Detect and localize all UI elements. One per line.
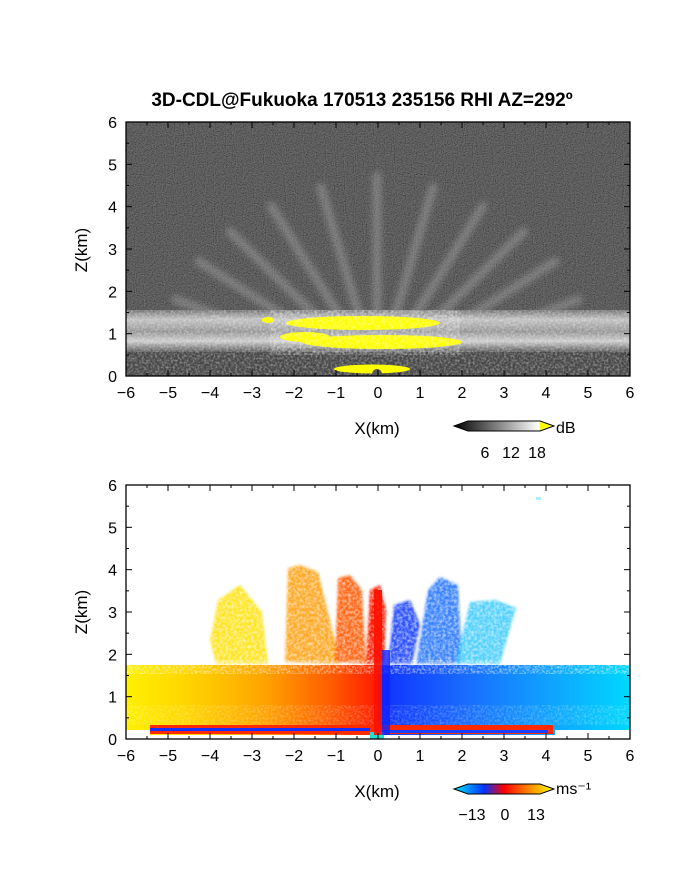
saturated-region (262, 310, 462, 374)
intensity-y-tick-label: 2 (108, 284, 117, 301)
velocity-x-tick-label: −2 (285, 748, 303, 765)
velocity-x-tick-label: −6 (117, 748, 135, 765)
intensity-x-tick-label: 3 (500, 385, 509, 402)
intensity-y-tick-label: 4 (108, 200, 117, 217)
velocity-y-tick-label: 2 (108, 647, 117, 664)
velocity-y-tick-label: 6 (108, 478, 117, 495)
intensity-x-tick-label: −4 (201, 385, 219, 402)
velocity-y-tick-label: 3 (108, 605, 117, 622)
velocity-x-tick-label: 1 (416, 748, 425, 765)
intensity-y-axis-label: Z(km) (72, 228, 91, 272)
velocity-y-tick-label: 5 (108, 520, 117, 537)
intensity-axes: −6 −5 −4 −3 −2 −1 0 1 2 3 4 5 6 0 1 2 3 4 5 6 (108, 115, 634, 402)
velocity-x-tick-label: 5 (584, 748, 593, 765)
intensity-colorbar-tick-6: 6 (481, 445, 490, 462)
velocity-colorbar: ms⁻¹ −13 0 13 (452, 781, 591, 824)
velocity-y-tick-label: 4 (108, 563, 117, 580)
intensity-x-tick-label: −2 (285, 385, 303, 402)
velocity-axes: −6 −5 −4 −3 −2 −1 0 1 2 3 4 5 6 0 1 2 3 4 5 6 (108, 478, 634, 765)
velocity-colorbar-unit: ms⁻¹ (556, 781, 591, 798)
intensity-x-tick-label: 2 (458, 385, 467, 402)
intensity-colorbar-tick-12: 12 (502, 445, 520, 462)
figure-title: 3D-CDL@Fukuoka 170513 235156 RHI AZ=292º (151, 90, 572, 111)
velocity-y-axis-label: Z(km) (72, 590, 91, 634)
velocity-y-tick-label: 0 (108, 732, 117, 749)
intensity-x-tick-label: 6 (626, 385, 635, 402)
intensity-x-tick-label: −6 (117, 385, 135, 402)
intensity-x-tick-label: −5 (159, 385, 177, 402)
intensity-y-tick-label: 1 (108, 327, 117, 344)
intensity-colorbar-unit: dB (556, 420, 576, 437)
velocity-x-tick-label: −1 (327, 748, 345, 765)
intensity-heatmap (126, 122, 630, 376)
velocity-x-tick-label: 6 (626, 748, 635, 765)
intensity-y-tick-label: 0 (108, 369, 117, 386)
intensity-y-tick-label: 3 (108, 242, 117, 259)
velocity-x-tick-label: −3 (243, 748, 261, 765)
velocity-colorbar-tick-13: 13 (527, 807, 545, 824)
velocity-heatmap (126, 485, 630, 739)
intensity-y-tick-label: 6 (108, 115, 117, 132)
intensity-colorbar: dB 6 12 18 (452, 420, 576, 462)
intensity-x-tick-label: 0 (374, 385, 383, 402)
intensity-x-tick-label: 4 (542, 385, 551, 402)
velocity-x-tick-label: −5 (159, 748, 177, 765)
velocity-x-tick-label: 4 (542, 748, 551, 765)
intensity-x-axis-label: X(km) (354, 419, 399, 438)
velocity-x-tick-label: 0 (374, 748, 383, 765)
intensity-x-tick-label: 5 (584, 385, 593, 402)
intensity-x-tick-label: −1 (327, 385, 345, 402)
intensity-y-tick-label: 5 (108, 157, 117, 174)
velocity-x-tick-label: 3 (500, 748, 509, 765)
velocity-panel: −6 −5 −4 −3 −2 −1 0 1 2 3 4 5 6 0 1 2 3 4 5 6 X(km) Z(km) m… (72, 478, 635, 824)
intensity-x-tick-label: −3 (243, 385, 261, 402)
velocity-colorbar-tick-neg13: −13 (458, 807, 485, 824)
velocity-x-tick-label: −4 (201, 748, 219, 765)
intensity-colorbar-tick-18: 18 (528, 445, 546, 462)
intensity-x-tick-label: 1 (416, 385, 425, 402)
velocity-y-tick-label: 1 (108, 690, 117, 707)
velocity-x-axis-label: X(km) (354, 782, 399, 801)
velocity-colorbar-tick-0: 0 (501, 807, 510, 824)
velocity-x-tick-label: 2 (458, 748, 467, 765)
